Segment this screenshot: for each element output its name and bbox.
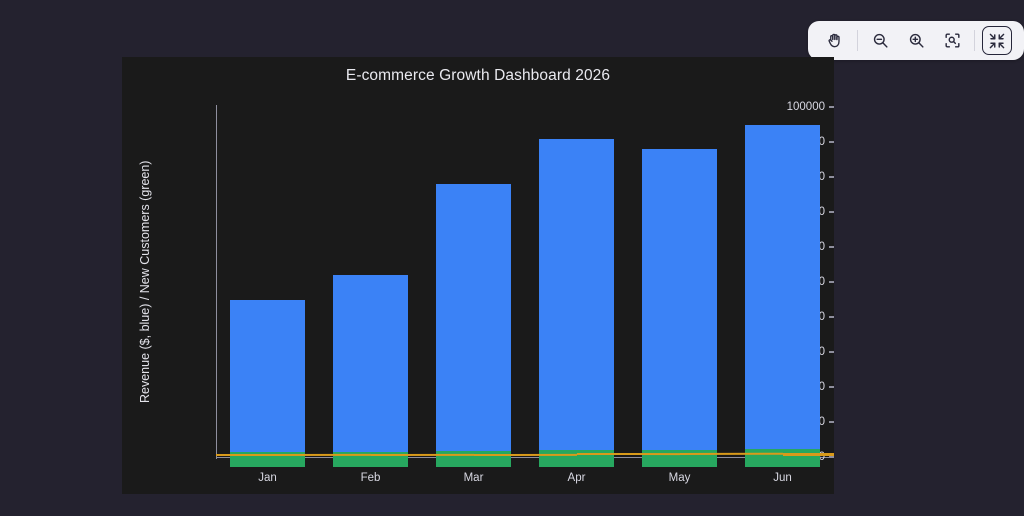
y-tick-mark (829, 141, 834, 143)
magnifier-frame-icon (943, 31, 962, 50)
zoom-to-region-button[interactable] (937, 26, 967, 55)
plot-area (216, 107, 834, 507)
y-tick-mark (829, 351, 834, 353)
y-axis-label: Revenue ($, blue) / New Customers (green… (138, 160, 152, 403)
bar-revenue[interactable] (642, 149, 717, 457)
bar-new-customers[interactable] (745, 448, 820, 467)
collapse-view-button[interactable] (982, 26, 1012, 55)
bar-revenue[interactable] (436, 184, 511, 457)
line-segment-conversion (216, 453, 268, 457)
bar-revenue[interactable] (745, 124, 820, 457)
chart-canvas[interactable]: E-commerce Growth Dashboard 2026 Revenue… (122, 57, 834, 494)
y-tick-label: 0 (818, 451, 825, 463)
y-tick-mark (829, 176, 834, 178)
x-tick-label: Feb (360, 472, 381, 484)
y-tick: 0 (740, 450, 834, 464)
y-tick-mark (829, 316, 834, 318)
y-tick-mark (829, 246, 834, 248)
y-tick-mark (829, 281, 834, 283)
y-tick-mark (829, 456, 834, 458)
bar-revenue[interactable] (539, 138, 614, 457)
x-tick-label: Jun (773, 472, 792, 484)
x-tick-label: Jan (258, 472, 277, 484)
toolbar-divider-2 (974, 30, 975, 51)
y-tick: 100000 (740, 100, 834, 114)
zoom-in-button[interactable] (901, 26, 931, 55)
x-tick-label: Mar (463, 472, 484, 484)
line-segment-conversion (267, 453, 371, 457)
line-segment-conversion (782, 453, 834, 456)
toolbar-divider-1 (857, 30, 858, 51)
magnifier-minus-icon (871, 31, 890, 50)
bar-revenue[interactable] (230, 299, 305, 457)
y-axis-spine (216, 105, 218, 459)
line-segment-conversion (370, 453, 474, 457)
pan-tool-button[interactable] (820, 26, 850, 55)
chart-toolbar[interactable] (808, 21, 1024, 60)
x-tick-label: May (668, 472, 691, 484)
arrows-inward-icon (988, 32, 1006, 50)
x-tick-label: Apr (567, 472, 586, 484)
y-tick-mark (829, 106, 834, 108)
magnifier-plus-icon (907, 31, 926, 50)
y-tick-mark (829, 386, 834, 388)
chart-title: E-commerce Growth Dashboard 2026 (345, 67, 611, 84)
line-segment-conversion (473, 453, 577, 456)
y-tick-mark (829, 421, 834, 423)
y-tick-label: 100000 (786, 101, 825, 113)
hand-icon (826, 31, 845, 50)
zoom-out-button[interactable] (865, 26, 895, 55)
x-axis-spine (216, 457, 834, 459)
y-tick-mark (829, 211, 834, 213)
bar-revenue[interactable] (333, 275, 408, 457)
